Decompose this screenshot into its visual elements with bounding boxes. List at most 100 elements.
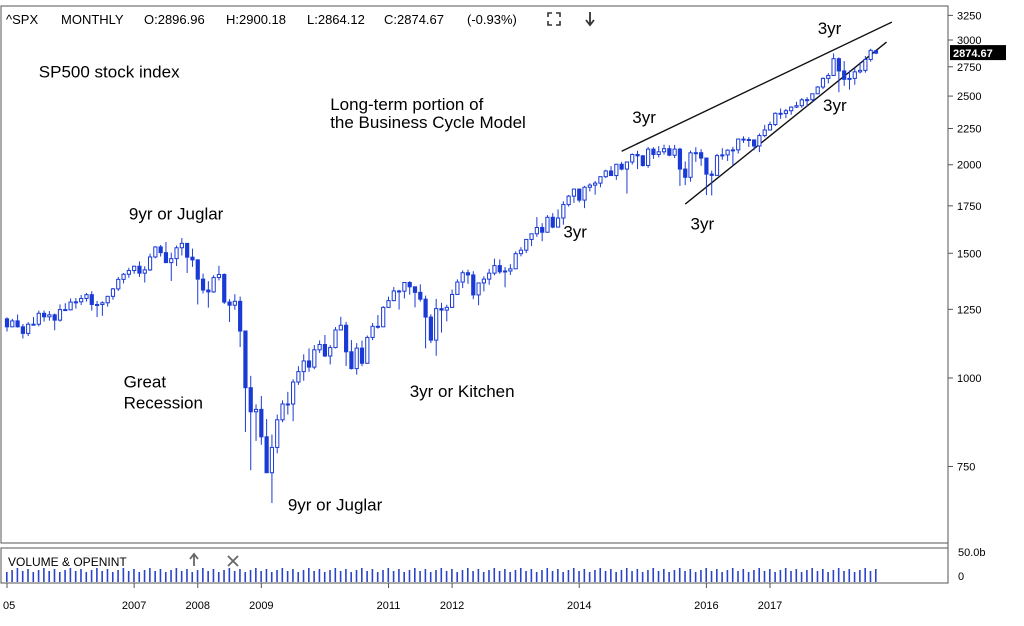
- x-tick-label: 2008: [186, 600, 210, 612]
- candle-body: [147, 256, 153, 271]
- candle-body: [243, 330, 248, 389]
- volume-bar: [69, 568, 72, 582]
- candle-body: [561, 204, 566, 219]
- candle: [301, 354, 306, 381]
- y-tick-label: 2500: [957, 91, 981, 103]
- volume-title: VOLUME & OPENINT: [8, 555, 127, 569]
- volume-bars: [6, 568, 877, 582]
- candle-body: [481, 278, 486, 284]
- volume-bar: [557, 569, 559, 582]
- candle-body: [232, 300, 237, 306]
- candle: [794, 101, 799, 109]
- candle: [672, 144, 677, 159]
- candle-body: [603, 170, 608, 178]
- candle: [842, 61, 847, 86]
- volume-bar: [742, 569, 745, 582]
- candle-body: [619, 163, 624, 170]
- candle: [291, 379, 296, 422]
- candle-body: [391, 290, 396, 302]
- candle-body: [68, 301, 73, 311]
- candle: [714, 153, 720, 176]
- volume-bar: [6, 572, 8, 582]
- candle: [84, 293, 89, 302]
- candle: [116, 276, 121, 291]
- candle: [693, 147, 698, 162]
- candle-body: [465, 272, 471, 276]
- volume-bar: [599, 568, 602, 582]
- volume-bar: [631, 571, 633, 582]
- y-tick-label: 2250: [957, 124, 981, 136]
- candle-body: [137, 265, 142, 274]
- candle: [857, 62, 863, 74]
- volume-bar: [673, 570, 676, 582]
- volume-bar: [133, 569, 135, 582]
- candle: [147, 253, 153, 271]
- candle-body: [386, 300, 391, 308]
- candle-body: [836, 58, 841, 72]
- candle-body: [815, 86, 820, 95]
- expand-icon[interactable]: [546, 11, 562, 27]
- volume-bar: [159, 569, 162, 582]
- volume-bar: [689, 569, 692, 582]
- candle-body: [306, 360, 312, 368]
- arrow-down-icon[interactable]: [582, 10, 598, 28]
- volume-bar: [318, 569, 321, 582]
- candle-body: [365, 336, 370, 364]
- volume-bar: [710, 571, 713, 582]
- x-tick-label: 05: [3, 600, 15, 612]
- candle: [269, 434, 275, 504]
- annotation-model-line1: Long-term portion of: [330, 95, 483, 114]
- candle: [587, 183, 592, 192]
- candle-body: [100, 302, 105, 305]
- volume-bar: [678, 568, 681, 582]
- volume-bar: [774, 572, 776, 582]
- volume-bar: [509, 572, 511, 582]
- volume-bar: [32, 572, 35, 582]
- close-icon[interactable]: [225, 553, 241, 569]
- candle-body: [121, 273, 126, 280]
- candle: [831, 53, 836, 77]
- candles: [4, 48, 879, 504]
- candle: [285, 391, 290, 415]
- volume-bar: [292, 569, 294, 582]
- volume-tick-zero: 0: [958, 571, 964, 583]
- volume-bar: [482, 572, 485, 582]
- candle: [555, 209, 561, 228]
- lower-channel-line: [684, 41, 888, 205]
- candle-body: [566, 195, 571, 206]
- volume-bar: [594, 570, 596, 582]
- candle-body: [227, 301, 232, 306]
- volume-bar: [530, 569, 533, 582]
- volume-bar: [350, 572, 353, 582]
- volume-bar: [308, 568, 310, 582]
- candle-body: [847, 77, 852, 80]
- annotation-3yr-2015: 3yr: [632, 108, 656, 127]
- y-tick-label: 1000: [957, 373, 981, 385]
- volume-bar: [281, 568, 284, 582]
- candle-body: [598, 176, 603, 184]
- candle: [720, 148, 725, 160]
- volume-bar: [588, 572, 591, 582]
- volume-bar: [27, 569, 29, 582]
- volume-bar: [737, 571, 739, 582]
- volume-bar: [869, 571, 872, 582]
- annotation-9yr-top: 9yr or Juglar: [129, 204, 224, 223]
- volume-bar: [615, 572, 617, 582]
- candle: [264, 419, 269, 474]
- candle-body: [328, 347, 333, 357]
- arrow-up-icon[interactable]: [186, 552, 202, 568]
- candle-body: [693, 152, 698, 155]
- volume-bar: [408, 570, 411, 582]
- candle: [338, 316, 343, 331]
- volume-bar: [11, 570, 13, 582]
- candle-body: [375, 325, 381, 328]
- candle-body: [296, 371, 301, 383]
- candle-body: [110, 288, 116, 297]
- annotation-3yr-2016: 3yr: [691, 215, 715, 234]
- candle: [359, 340, 365, 367]
- candle-body: [852, 71, 857, 79]
- candle-body: [248, 387, 253, 413]
- candle: [105, 295, 110, 307]
- candle: [312, 345, 317, 370]
- candle: [158, 244, 163, 257]
